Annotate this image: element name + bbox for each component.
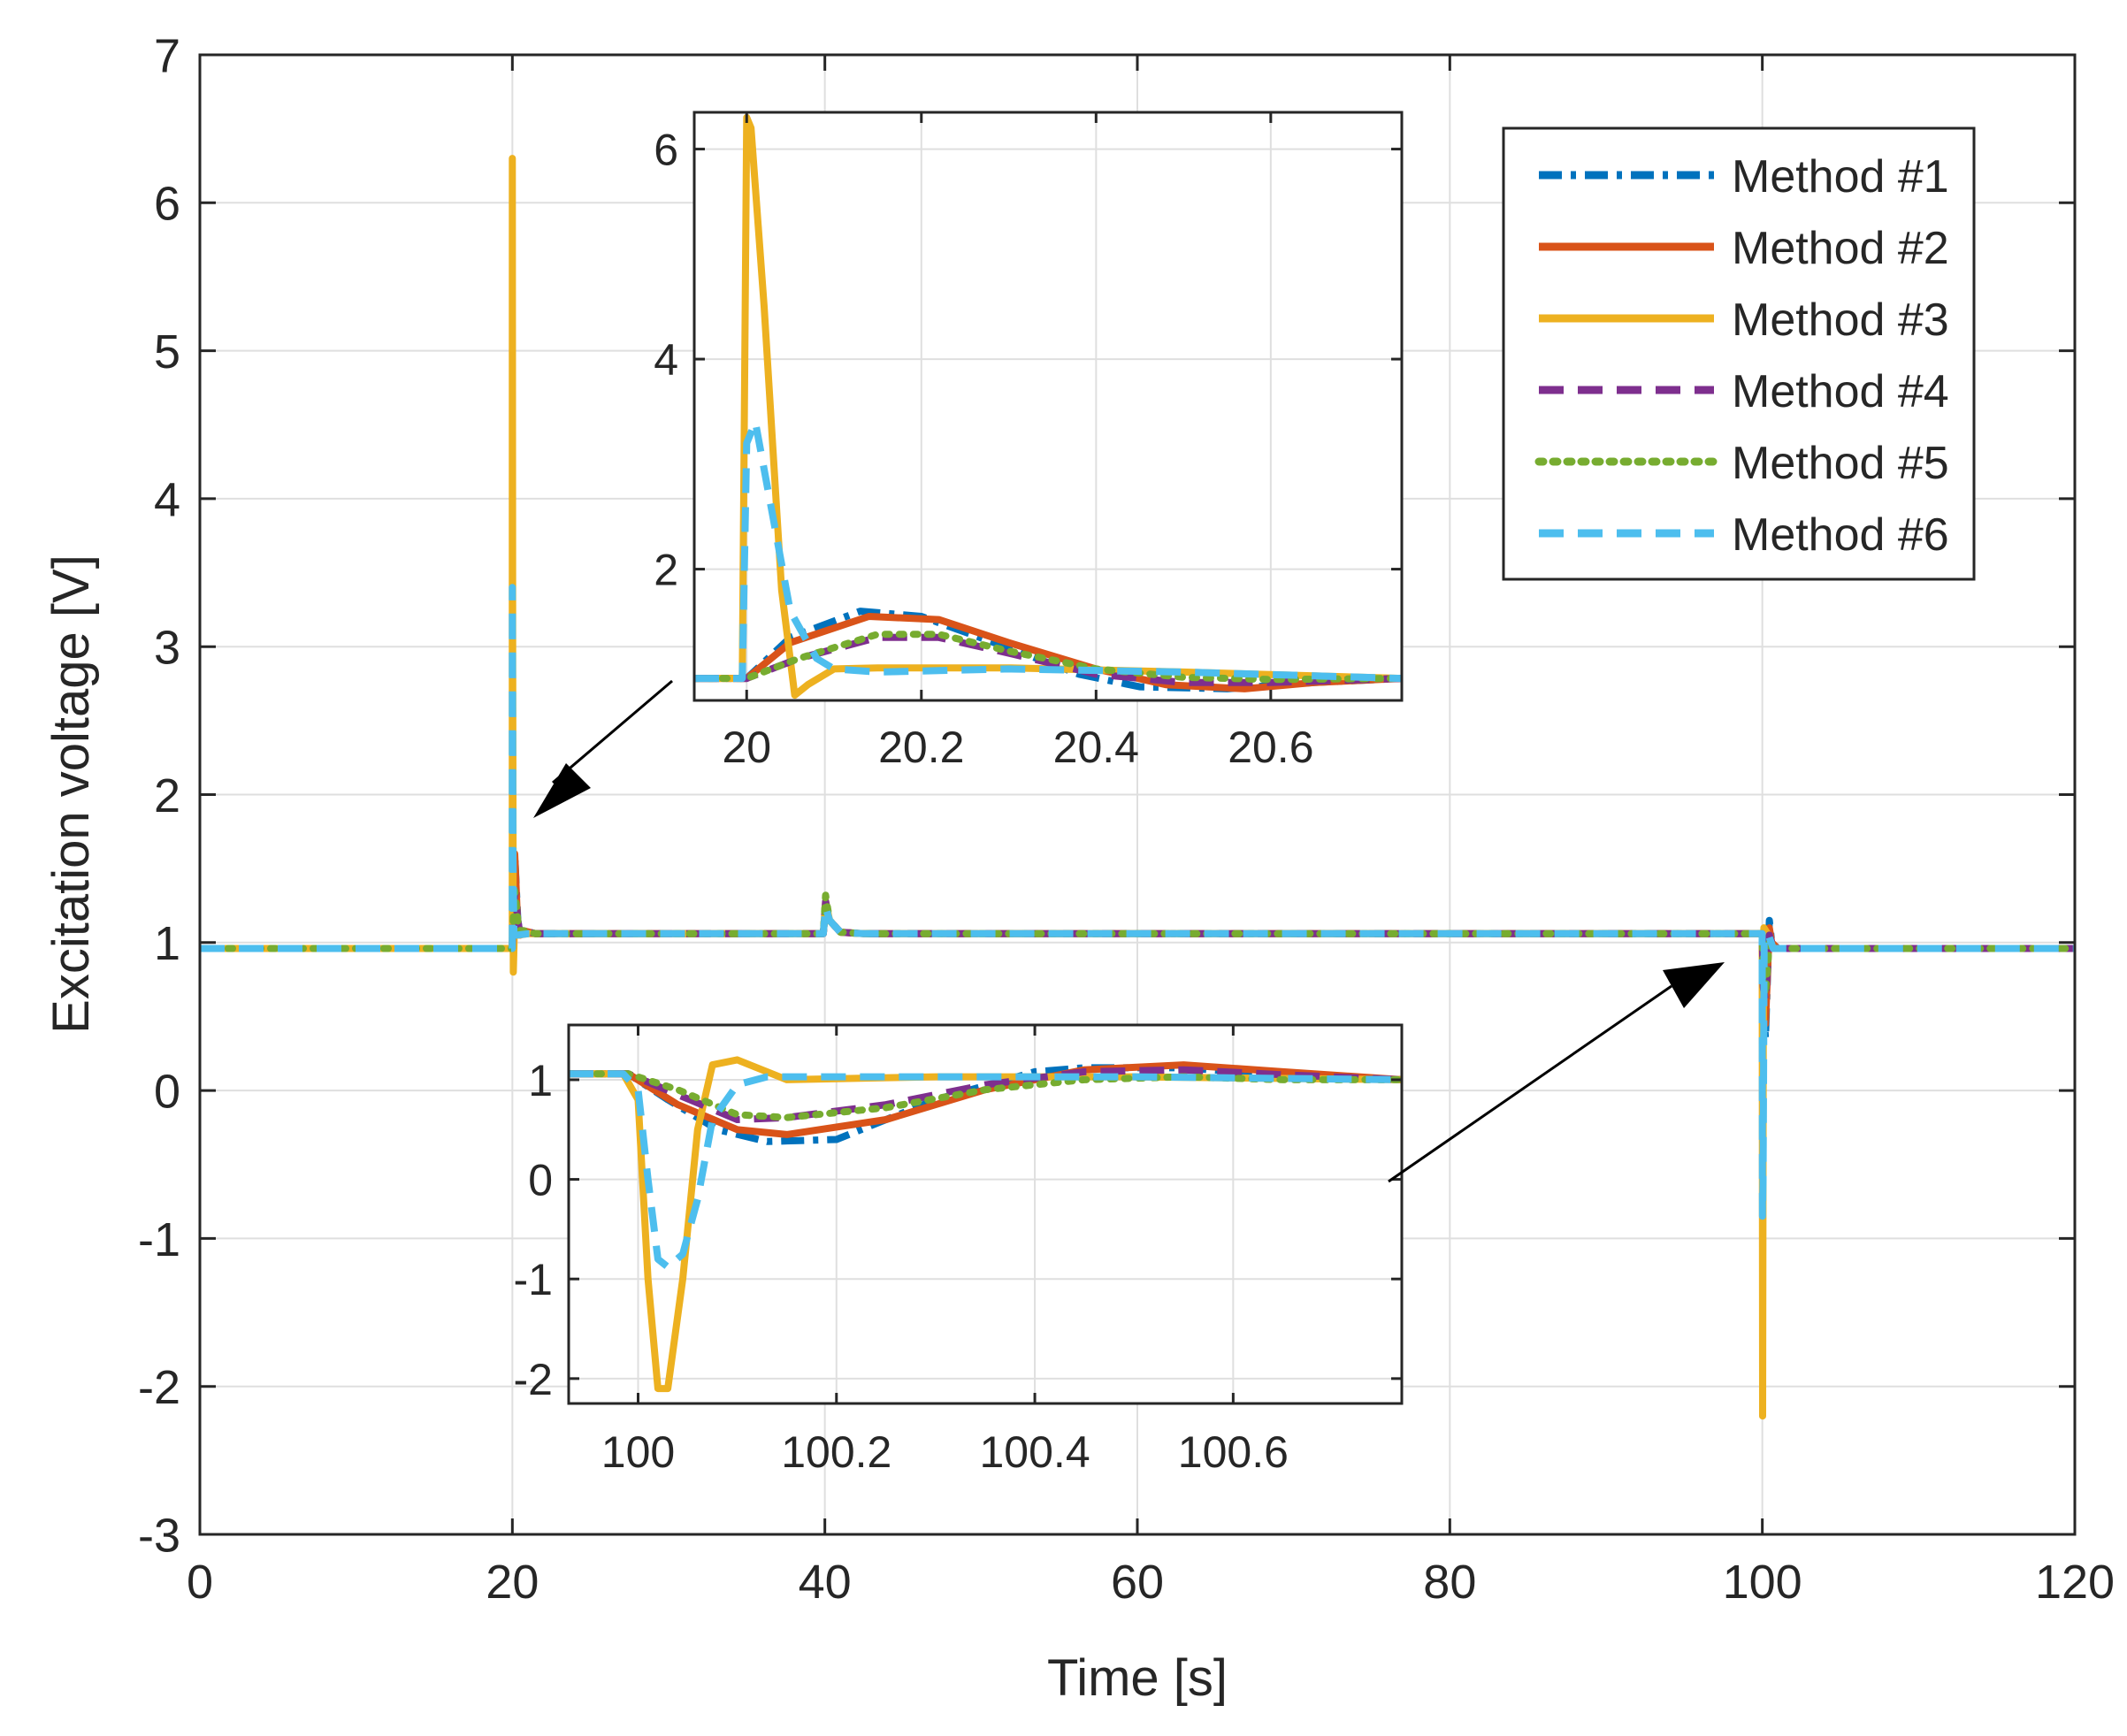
x-tick-label: 100 — [1723, 1556, 1802, 1609]
x-tick-label: 40 — [799, 1556, 852, 1609]
inset2-tick-labels: 100 100.2 100.4 100.6 -2 -1 0 1 — [514, 1056, 1289, 1477]
series-line-method-2 — [694, 613, 1402, 692]
legend-label: Method #2 — [1732, 223, 1949, 274]
inset2-axes-frame — [567, 1023, 1404, 1405]
series-line-method-6 — [200, 584, 2075, 1220]
y-tick-label: 6 — [654, 126, 678, 175]
series-line-method-5 — [694, 631, 1402, 684]
x-tick-label: 20.4 — [1053, 723, 1139, 772]
x-tick-label: 80 — [1423, 1556, 1476, 1609]
y-tick-label: 1 — [528, 1056, 553, 1105]
y-tick-label: 1 — [154, 917, 180, 970]
y-tick-label: 3 — [154, 622, 180, 675]
x-tick-label: 100.4 — [980, 1427, 1090, 1477]
legend-label: Method #5 — [1732, 438, 1949, 489]
legend-label: Method #4 — [1732, 366, 1949, 417]
x-tick-label: 100 — [601, 1427, 675, 1477]
y-tick-label: -2 — [138, 1361, 180, 1414]
legend: Method #1 Method #2 Method #3 Method #4 Meth… — [1502, 126, 1976, 581]
arrow-head-100s — [1663, 962, 1725, 1008]
inset2-series-lines — [569, 1056, 1402, 1393]
legend-label: Method #6 — [1732, 509, 1949, 561]
inset2-tick-marks — [569, 1025, 1402, 1403]
x-tick-label: 20.2 — [878, 723, 964, 772]
legend-label: Method #3 — [1732, 294, 1949, 346]
y-tick-label: -1 — [514, 1255, 553, 1304]
x-tick-label: 20 — [486, 1556, 539, 1609]
series-line-method-2 — [569, 1061, 1402, 1138]
y-tick-label: 6 — [154, 178, 180, 231]
y-tick-label: 4 — [654, 335, 678, 385]
y-tick-label: 7 — [154, 29, 180, 82]
y-tick-label: 0 — [528, 1156, 553, 1205]
series-line-method-6 — [569, 1070, 1402, 1271]
legend-box — [1502, 126, 1976, 581]
y-tick-label: 5 — [154, 325, 180, 379]
arrow-to-spike-20s — [552, 679, 673, 784]
x-tick-label: 100.6 — [1178, 1427, 1289, 1477]
annotation-arrows — [533, 679, 1725, 1183]
inset-zoom-20s: 20 20.2 20.4 20.6 2 4 6 — [654, 111, 1404, 772]
inset-zoom-100s: 100 100.2 100.4 100.6 -2 -1 0 1 — [514, 1023, 1404, 1477]
inset1-series-lines — [694, 113, 1402, 700]
y-tick-label: -3 — [138, 1509, 180, 1562]
y-tick-label: -1 — [138, 1213, 180, 1266]
arrow-head-20s — [533, 763, 591, 818]
x-tick-label: 100.2 — [781, 1427, 891, 1477]
y-tick-label: -2 — [514, 1355, 553, 1404]
x-axis-label: Time [s] — [1047, 1649, 1228, 1707]
legend-label: Method #1 — [1732, 151, 1949, 203]
y-tick-label: 2 — [654, 546, 678, 595]
inset1-tick-labels: 20 20.2 20.4 20.6 2 4 6 — [654, 126, 1313, 772]
inset1-tick-marks — [694, 112, 1402, 700]
inset1-axes-frame — [692, 111, 1404, 702]
x-tick-label: 0 — [187, 1556, 213, 1609]
x-tick-label: 20 — [722, 723, 771, 772]
x-tick-label: 60 — [1111, 1556, 1164, 1609]
series-line-method-6 — [694, 418, 1402, 683]
y-tick-label: 4 — [154, 473, 180, 526]
y-axis-label: Excitation voltage [V] — [42, 554, 100, 1034]
x-tick-label: 120 — [2035, 1556, 2115, 1609]
arrow-to-dip-100s — [1388, 984, 1672, 1183]
main-tick-marks — [198, 53, 2077, 1536]
inset1-plot-area — [694, 112, 1402, 700]
legend-items: Method #1 Method #2 Method #3 Method #4 Meth… — [1534, 151, 1949, 561]
x-tick-label: 20.6 — [1228, 723, 1313, 772]
y-tick-label: 2 — [154, 769, 180, 822]
main-series-lines — [200, 155, 2075, 1420]
y-tick-label: 0 — [154, 1066, 180, 1119]
